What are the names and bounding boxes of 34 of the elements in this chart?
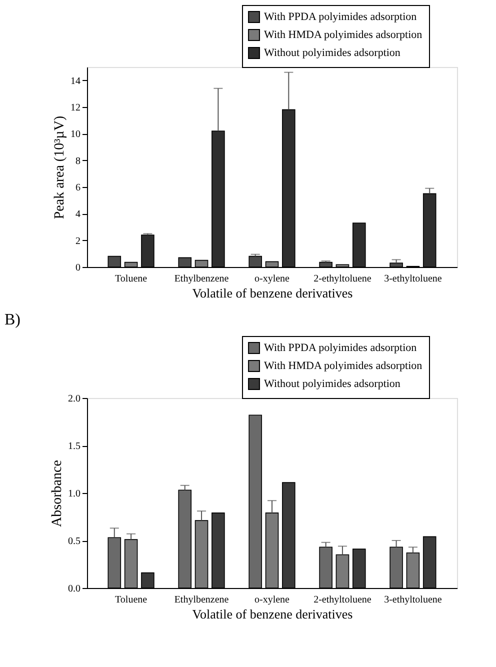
y-tick-label: 4 — [76, 209, 80, 220]
legend-label: With HMDA polyimides adsorption — [264, 29, 423, 41]
legend-label: Without polyimides adsorption — [264, 47, 401, 59]
x-axis-title: Volatile of benzene derivatives — [192, 606, 353, 622]
x-tick-label: o-xylene — [254, 594, 290, 606]
x-tick-label: o-xylene — [254, 274, 290, 284]
y-axis-title: Peak area (10³µV) — [52, 116, 68, 220]
x-tick-label: 3-ethyltoluene — [384, 594, 442, 606]
y-tick-label: 6 — [76, 182, 80, 194]
y-tick-label: 0.5 — [68, 536, 80, 547]
y-tick-label: 0.0 — [68, 584, 80, 594]
x-axis-title: Volatile of benzene derivatives — [192, 286, 353, 300]
legend-label: Without polyimides adsorption — [264, 378, 401, 390]
chart-title: B) — [4, 312, 20, 328]
legend-label: With PPDA polyimides adsorption — [264, 342, 418, 354]
y-tick-label: 2 — [76, 236, 80, 247]
y-tick-label: 14 — [70, 76, 80, 87]
x-tick-label: 3-ethyltoluene — [384, 274, 442, 284]
y-tick-label: 1.0 — [68, 488, 80, 500]
y-axis-title: Absorbance — [50, 460, 65, 527]
y-tick-label: 1.5 — [68, 441, 80, 452]
legend-label: With PPDA polyimides adsorption — [264, 11, 418, 23]
x-tick-label: Ethylbenzene — [174, 274, 230, 284]
x-tick-label: 2-ethyltoluene — [314, 594, 372, 606]
x-tick-label: Ethylbenzene — [174, 594, 230, 606]
y-tick-label: 0 — [76, 262, 80, 274]
x-tick-label: Toluene — [115, 274, 148, 284]
x-tick-label: 2-ethyltoluene — [314, 274, 372, 284]
legend-label: With HMDA polyimides adsorption — [264, 360, 423, 372]
y-tick-label: 2.0 — [68, 394, 80, 404]
y-tick-label: 10 — [70, 129, 80, 140]
y-tick-label: 12 — [70, 102, 80, 114]
y-tick-label: 8 — [76, 156, 80, 167]
x-tick-label: Toluene — [115, 594, 148, 606]
